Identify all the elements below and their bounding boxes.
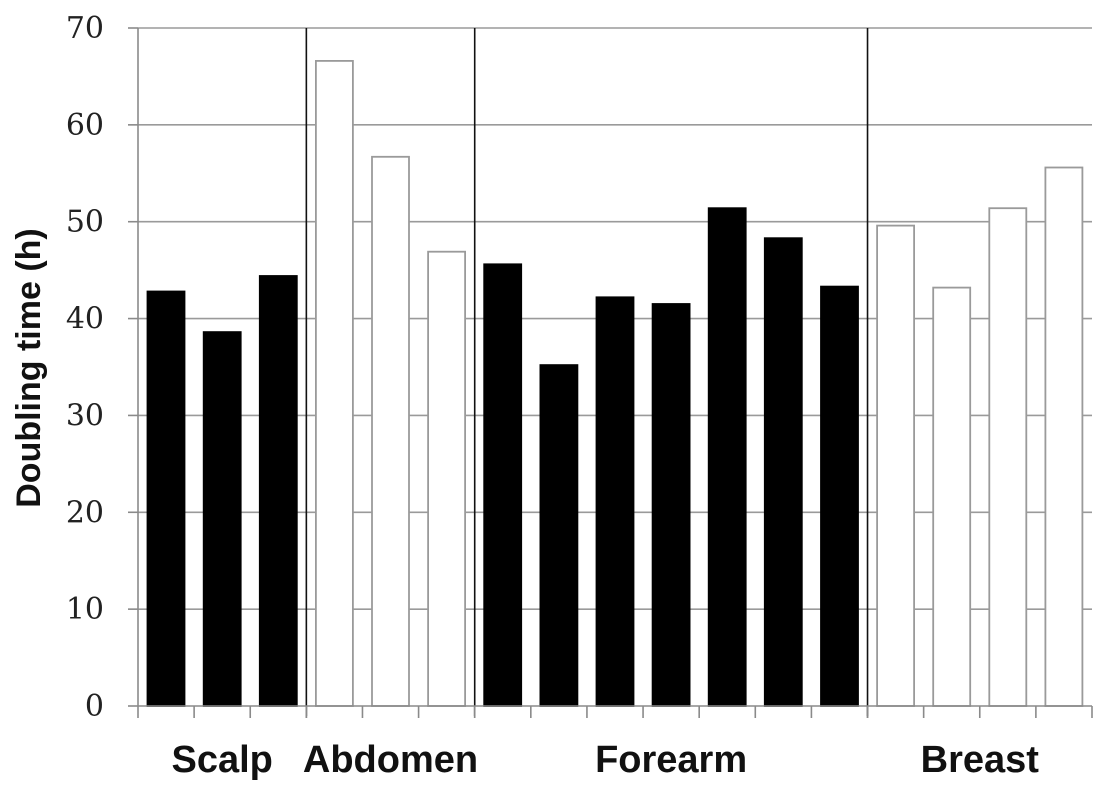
bar-scalp-3 — [258, 275, 298, 707]
bar-forearm-3 — [595, 296, 635, 707]
bars — [146, 60, 1084, 707]
bar-forearm-7 — [820, 285, 859, 707]
y-tick-label: 50 — [66, 205, 104, 240]
group-label-forearm: Forearm — [595, 739, 747, 781]
y-tick-label: 70 — [66, 11, 104, 46]
y-tick-labels: 0 10 20 30 40 50 60 70 — [66, 11, 104, 724]
bar-abdomen-1 — [314, 60, 354, 707]
bar-breast-1 — [876, 224, 915, 707]
bar-scalp-1 — [146, 290, 186, 707]
bar-breast-4 — [1044, 166, 1084, 707]
bar-breast-2 — [932, 286, 972, 707]
bar-forearm-1 — [483, 263, 523, 707]
y-tick-label: 20 — [66, 495, 104, 530]
group-labels: Scalp Abdomen Forearm Breast — [172, 739, 1040, 781]
bar-breast-3 — [988, 207, 1028, 707]
bar-forearm-4 — [651, 303, 691, 707]
group-label-scalp: Scalp — [172, 739, 273, 781]
y-tick-label: 0 — [85, 689, 104, 724]
group-label-abdomen: Abdomen — [303, 739, 478, 781]
y-tick-label: 30 — [66, 398, 104, 433]
y-axis-label: Doubling time (h) — [10, 228, 48, 508]
group-label-breast: Breast — [921, 739, 1040, 781]
bar-abdomen-3 — [427, 250, 467, 707]
group-dividers — [305, 28, 869, 716]
bar-forearm-5 — [707, 207, 747, 707]
bar-abdomen-2 — [371, 155, 410, 707]
bar-forearm-2 — [539, 364, 579, 707]
axes — [128, 27, 1093, 718]
y-tick-label: 40 — [66, 302, 104, 337]
bar-forearm-6 — [763, 237, 803, 707]
y-tick-label: 10 — [66, 592, 104, 627]
y-tick-label: 60 — [66, 108, 104, 143]
bar-scalp-2 — [202, 331, 242, 707]
